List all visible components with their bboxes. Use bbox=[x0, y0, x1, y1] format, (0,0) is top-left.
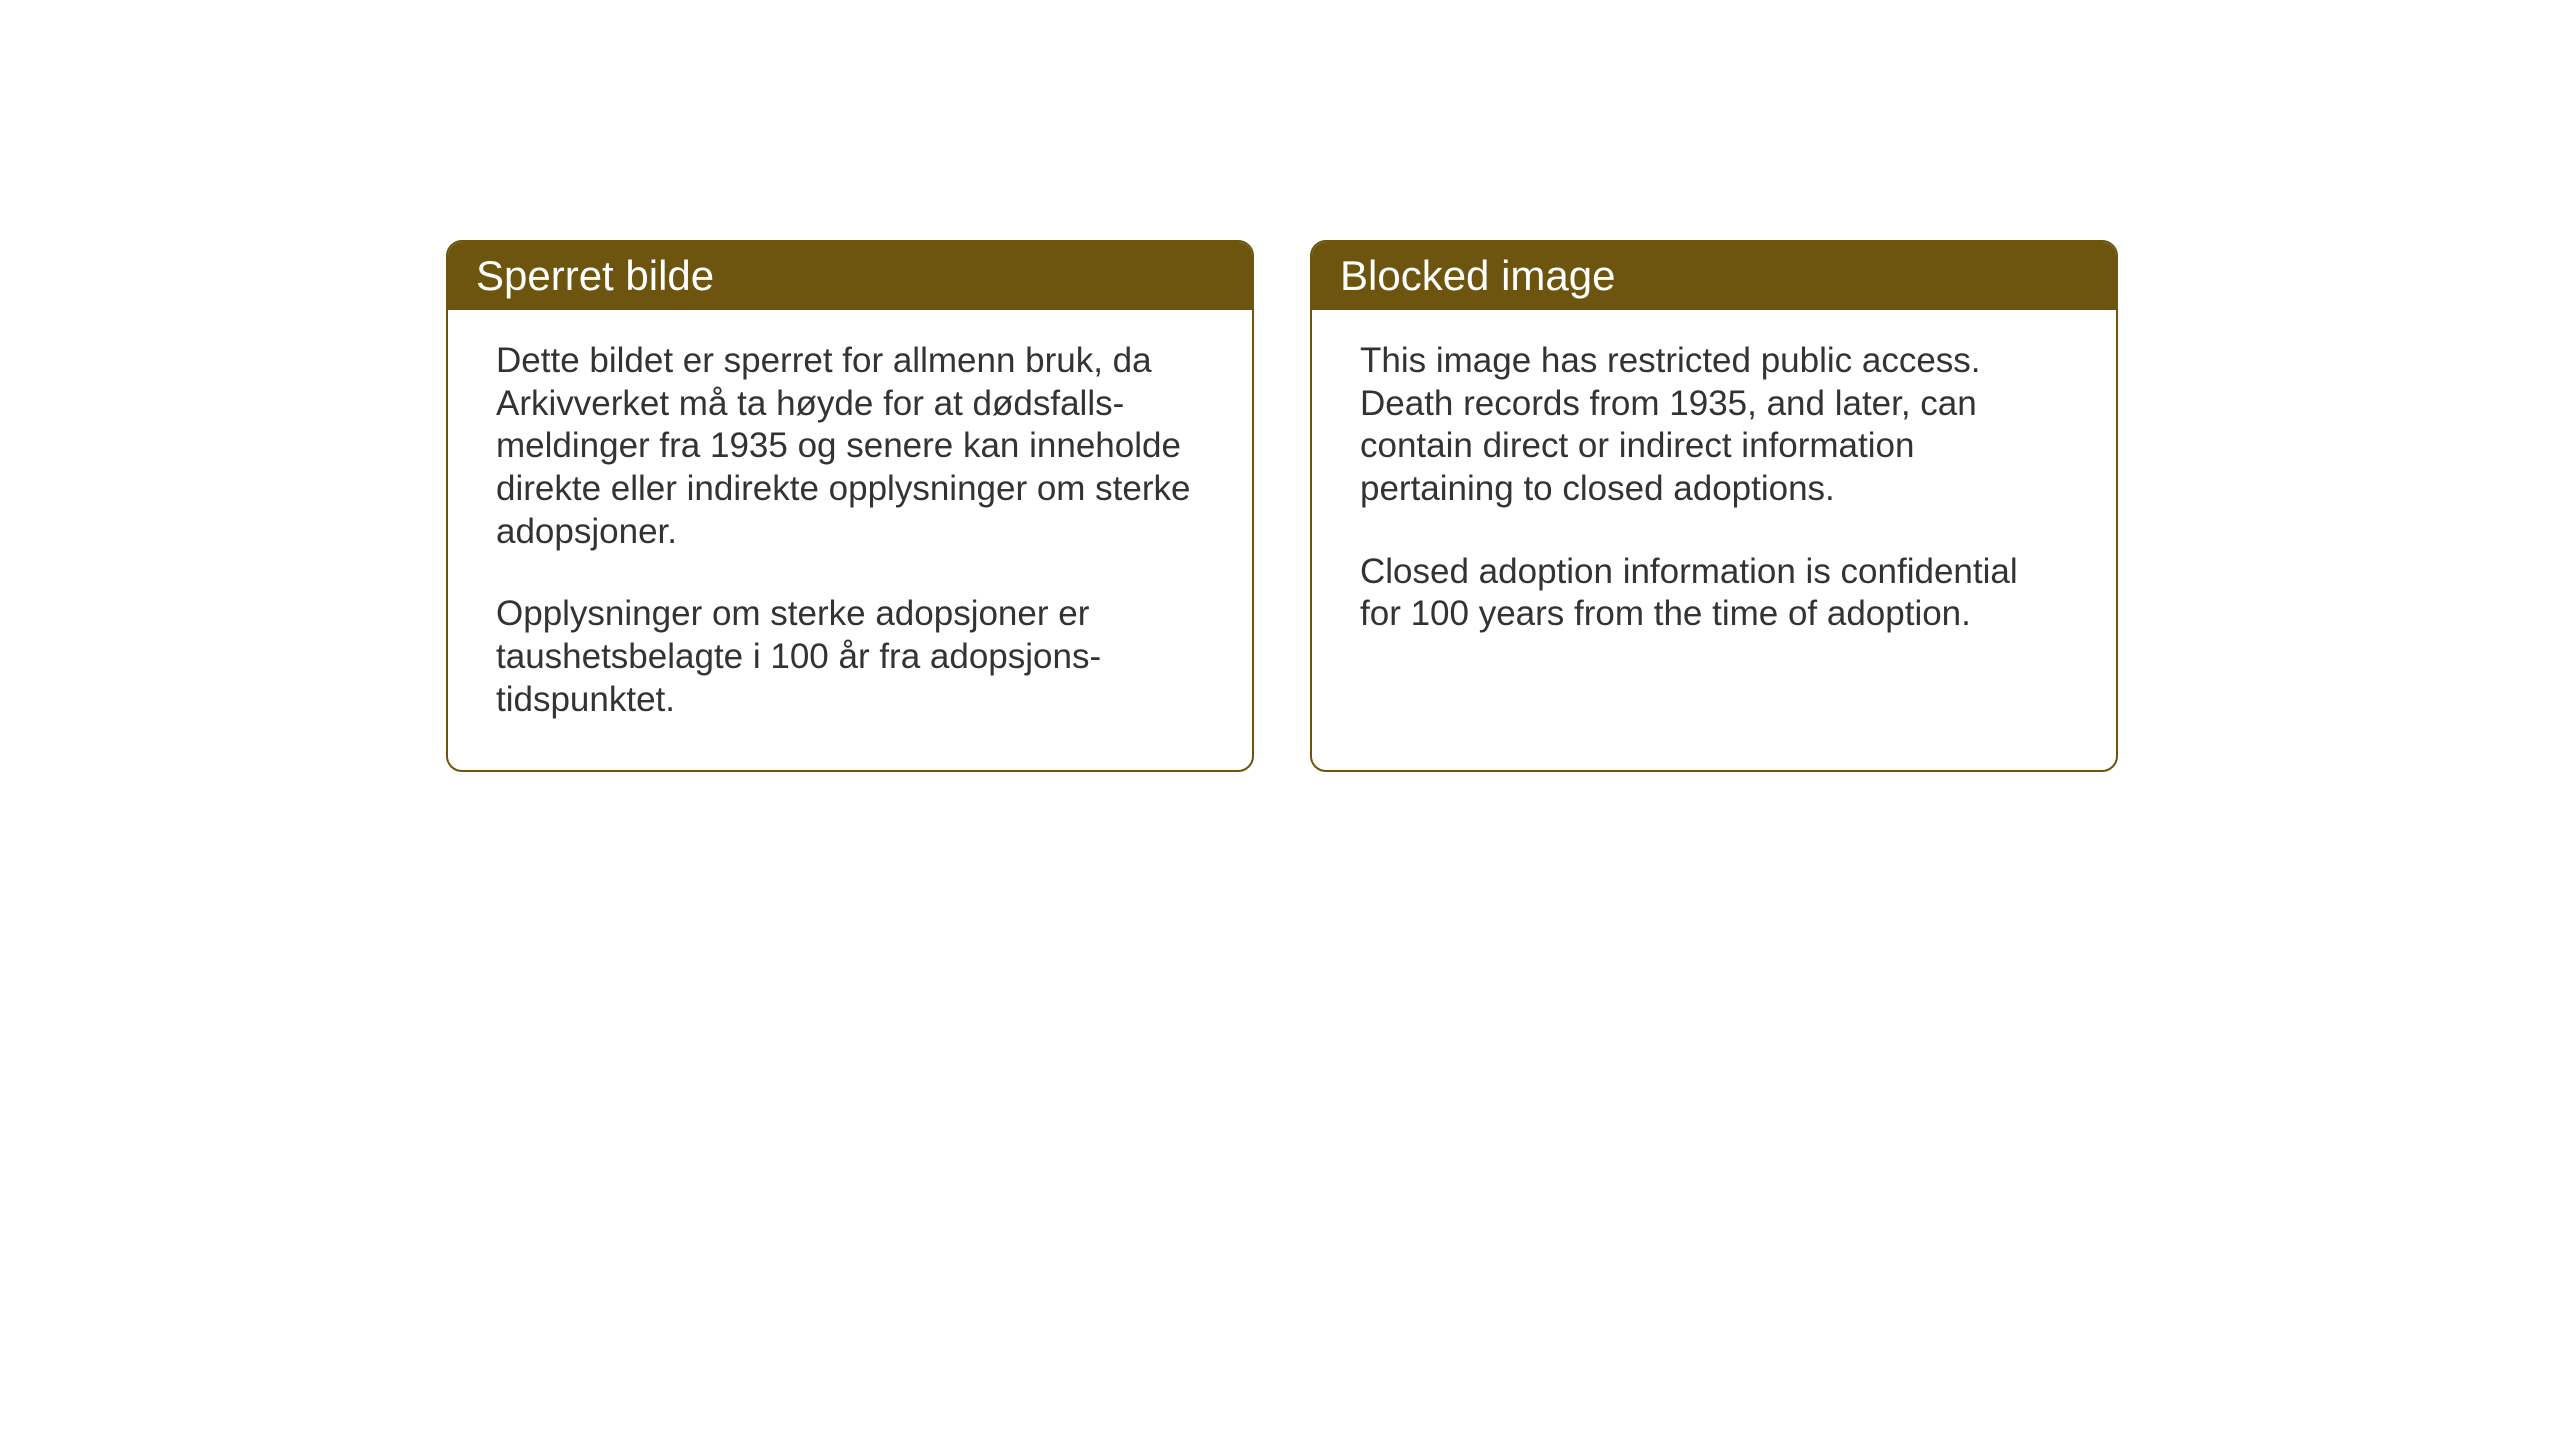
english-card-body: This image has restricted public access.… bbox=[1312, 310, 2116, 742]
norwegian-card-title: Sperret bilde bbox=[448, 242, 1252, 310]
norwegian-paragraph-2: Opplysninger om sterke adopsjoner er tau… bbox=[496, 593, 1204, 721]
english-paragraph-2: Closed adoption information is confident… bbox=[1360, 551, 2068, 636]
norwegian-notice-card: Sperret bilde Dette bildet er sperret fo… bbox=[446, 240, 1254, 772]
english-card-title: Blocked image bbox=[1312, 242, 2116, 310]
english-paragraph-1: This image has restricted public access.… bbox=[1360, 340, 2068, 511]
norwegian-paragraph-1: Dette bildet er sperret for allmenn bruk… bbox=[496, 340, 1204, 553]
english-notice-card: Blocked image This image has restricted … bbox=[1310, 240, 2118, 772]
norwegian-card-body: Dette bildet er sperret for allmenn bruk… bbox=[448, 310, 1252, 770]
notice-cards-container: Sperret bilde Dette bildet er sperret fo… bbox=[446, 240, 2118, 772]
